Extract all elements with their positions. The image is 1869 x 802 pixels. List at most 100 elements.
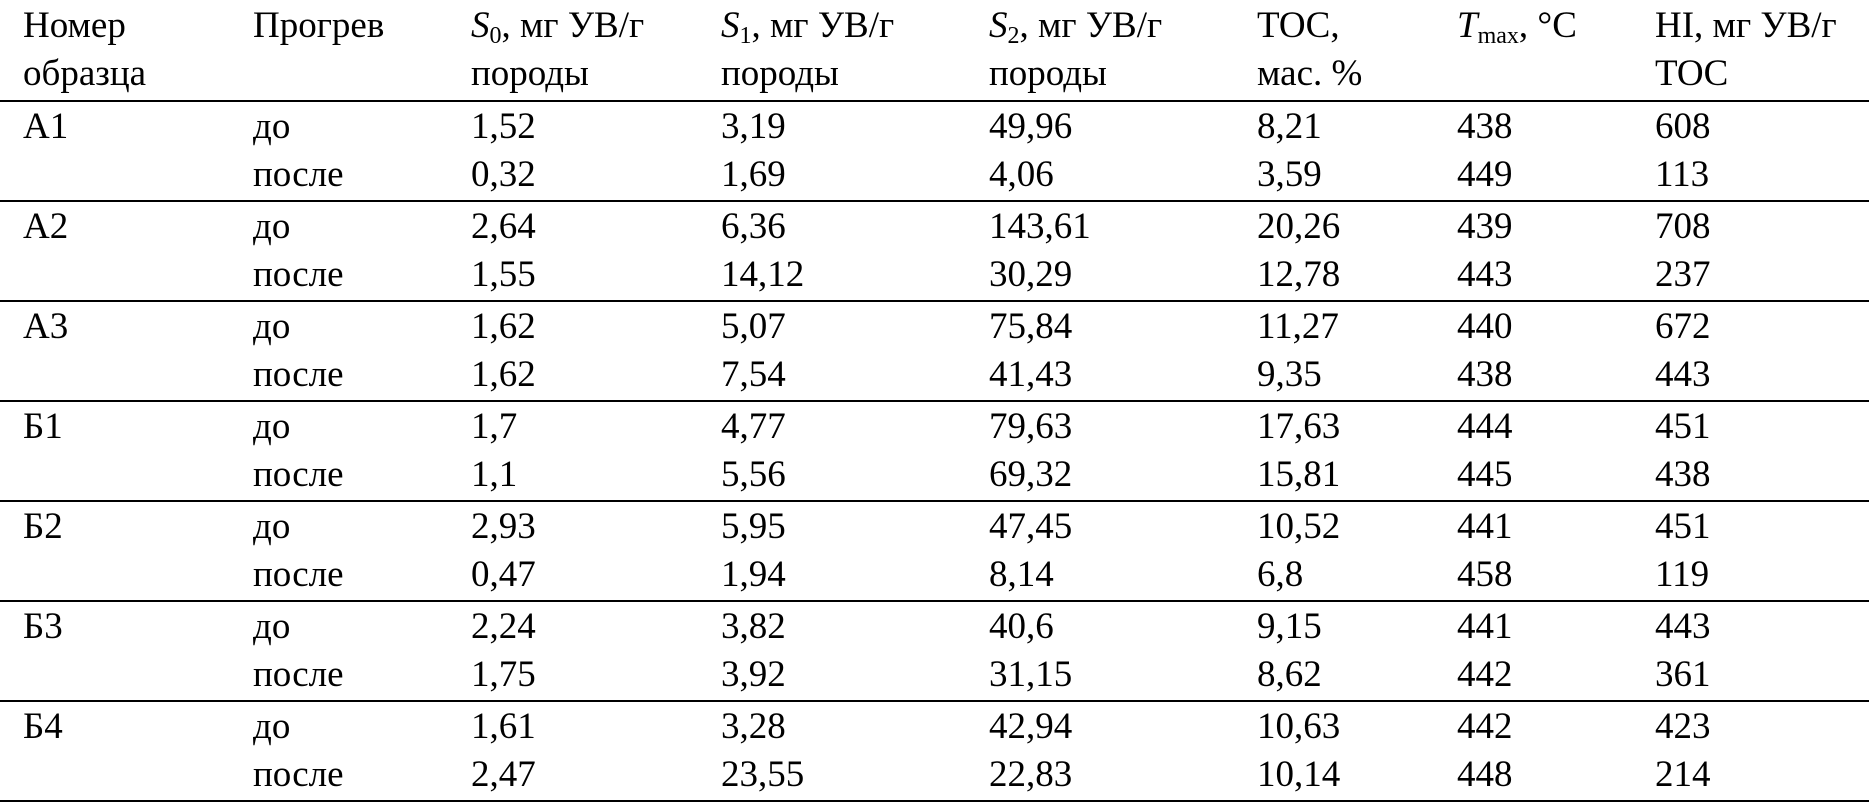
cell-hi: 361 (1632, 651, 1869, 702)
cell-tmax: 439 (1457, 206, 1513, 247)
cell-s0: 1,75 (448, 651, 698, 702)
table-row: после 1,1 5,56 69,32 15,81 445 438 (0, 451, 1869, 502)
cell-s2: 75,84 (989, 306, 1073, 347)
header-tmax: Tmax, °C (1434, 0, 1632, 102)
cell-sample: А3 (23, 306, 69, 347)
table-row: Б2 до 2,93 5,95 47,45 10,52 441 451 (0, 501, 1869, 551)
cell-s1: 3,19 (721, 106, 786, 147)
cell-tmax: 438 (1457, 106, 1513, 147)
cell-toc: 8,62 (1234, 651, 1434, 702)
cell-toc: 15,81 (1234, 451, 1434, 502)
header-s2-symbol: S (989, 5, 1008, 46)
cell-toc: 3,59 (1234, 151, 1434, 202)
cell-s2: 4,06 (966, 151, 1234, 202)
header-tmax-subscript: max (1477, 23, 1519, 49)
header-s0-subscript: 0 (489, 23, 502, 49)
cell-s2: 47,45 (989, 506, 1073, 547)
cell-s1: 3,82 (721, 606, 786, 647)
header-s1-unit: , мг УВ/г (751, 5, 895, 46)
cell-tmax: 441 (1457, 506, 1513, 547)
cell-sample (0, 151, 230, 202)
cell-tmax: 442 (1434, 651, 1632, 702)
cell-tmax: 444 (1457, 406, 1513, 447)
cell-tmax: 443 (1434, 251, 1632, 302)
cell-heating: до (253, 106, 291, 147)
cell-tmax: 448 (1434, 751, 1632, 802)
header-s1-symbol: S (721, 5, 740, 46)
cell-s0: 2,93 (471, 506, 536, 547)
cell-s0: 2,64 (471, 206, 536, 247)
cell-toc: 10,52 (1257, 506, 1341, 547)
cell-s1: 3,92 (698, 651, 966, 702)
header-s2-line2: породы (989, 53, 1107, 94)
cell-toc: 11,27 (1257, 306, 1339, 347)
header-s2: S2, мг УВ/г породы (966, 0, 1234, 102)
header-hi-line2: TOC (1655, 53, 1729, 94)
header-s1: S1, мг УВ/г породы (698, 0, 966, 102)
cell-heating: после (230, 251, 448, 302)
cell-hi: 438 (1632, 451, 1869, 502)
table-row: после 2,47 23,55 22,83 10,14 448 214 (0, 751, 1869, 802)
header-hi-line1: HI, мг УВ/г (1655, 5, 1837, 46)
cell-heating: до (253, 606, 291, 647)
cell-sample: А2 (23, 206, 69, 247)
header-s1-line2: породы (721, 53, 839, 94)
header-s0-unit: , мг УВ/г (501, 5, 645, 46)
cell-hi: 214 (1632, 751, 1869, 802)
header-toc: TOC, мас. % (1234, 0, 1434, 102)
table-row: после 0,47 1,94 8,14 6,8 458 119 (0, 551, 1869, 602)
header-tmax-unit: , °C (1518, 5, 1577, 46)
table-row: после 1,75 3,92 31,15 8,62 442 361 (0, 651, 1869, 702)
cell-heating: до (253, 206, 291, 247)
cell-toc: 10,63 (1257, 706, 1341, 747)
cell-s1: 14,12 (698, 251, 966, 302)
header-tmax-symbol: T (1457, 5, 1478, 46)
cell-s2: 30,29 (966, 251, 1234, 302)
cell-s2: 41,43 (966, 351, 1234, 402)
cell-tmax: 445 (1434, 451, 1632, 502)
cell-s1: 1,94 (698, 551, 966, 602)
cell-s0: 0,32 (448, 151, 698, 202)
cell-toc: 9,35 (1234, 351, 1434, 402)
header-heating-line1: Прогрев (253, 5, 385, 46)
cell-s0: 1,55 (448, 251, 698, 302)
table-header: Номер образца Прогрев S0, мг УВ/г породы… (0, 0, 1869, 102)
cell-s1: 5,95 (721, 506, 786, 547)
cell-heating: после (230, 651, 448, 702)
cell-s2: 31,15 (966, 651, 1234, 702)
cell-s2: 143,61 (989, 206, 1091, 247)
cell-tmax: 441 (1457, 606, 1513, 647)
cell-s1: 4,77 (721, 406, 786, 447)
header-hi: HI, мг УВ/г TOC (1632, 0, 1869, 102)
cell-hi: 113 (1632, 151, 1869, 202)
cell-s0: 1,61 (471, 706, 536, 747)
cell-s1: 7,54 (698, 351, 966, 402)
cell-s1: 6,36 (721, 206, 786, 247)
header-s0: S0, мг УВ/г породы (448, 0, 698, 102)
cell-hi: 237 (1632, 251, 1869, 302)
cell-sample: Б3 (23, 606, 63, 647)
header-sample-number-line1: Номер (23, 5, 126, 46)
cell-hi: 119 (1632, 551, 1869, 602)
cell-toc: 12,78 (1234, 251, 1434, 302)
cell-hi: 672 (1655, 306, 1711, 347)
header-s0-line2: породы (471, 53, 589, 94)
cell-s0: 1,62 (448, 351, 698, 402)
cell-s0: 1,7 (471, 406, 518, 447)
cell-sample: Б2 (23, 506, 63, 547)
cell-hi: 608 (1655, 106, 1711, 147)
cell-sample: Б1 (23, 406, 63, 447)
cell-sample (0, 451, 230, 502)
table-row: А1 до 1,52 3,19 49,96 8,21 438 608 (0, 101, 1869, 151)
header-toc-line2: мас. % (1257, 53, 1363, 94)
table-body: А1 до 1,52 3,19 49,96 8,21 438 608 после 0,32 1,69… (0, 101, 1869, 802)
cell-tmax: 449 (1434, 151, 1632, 202)
cell-s2: 22,83 (966, 751, 1234, 802)
cell-heating: после (230, 551, 448, 602)
cell-heating: до (253, 706, 291, 747)
cell-heating: после (230, 151, 448, 202)
cell-s1: 3,28 (721, 706, 786, 747)
cell-toc: 6,8 (1234, 551, 1434, 602)
cell-sample (0, 751, 230, 802)
cell-sample (0, 251, 230, 302)
